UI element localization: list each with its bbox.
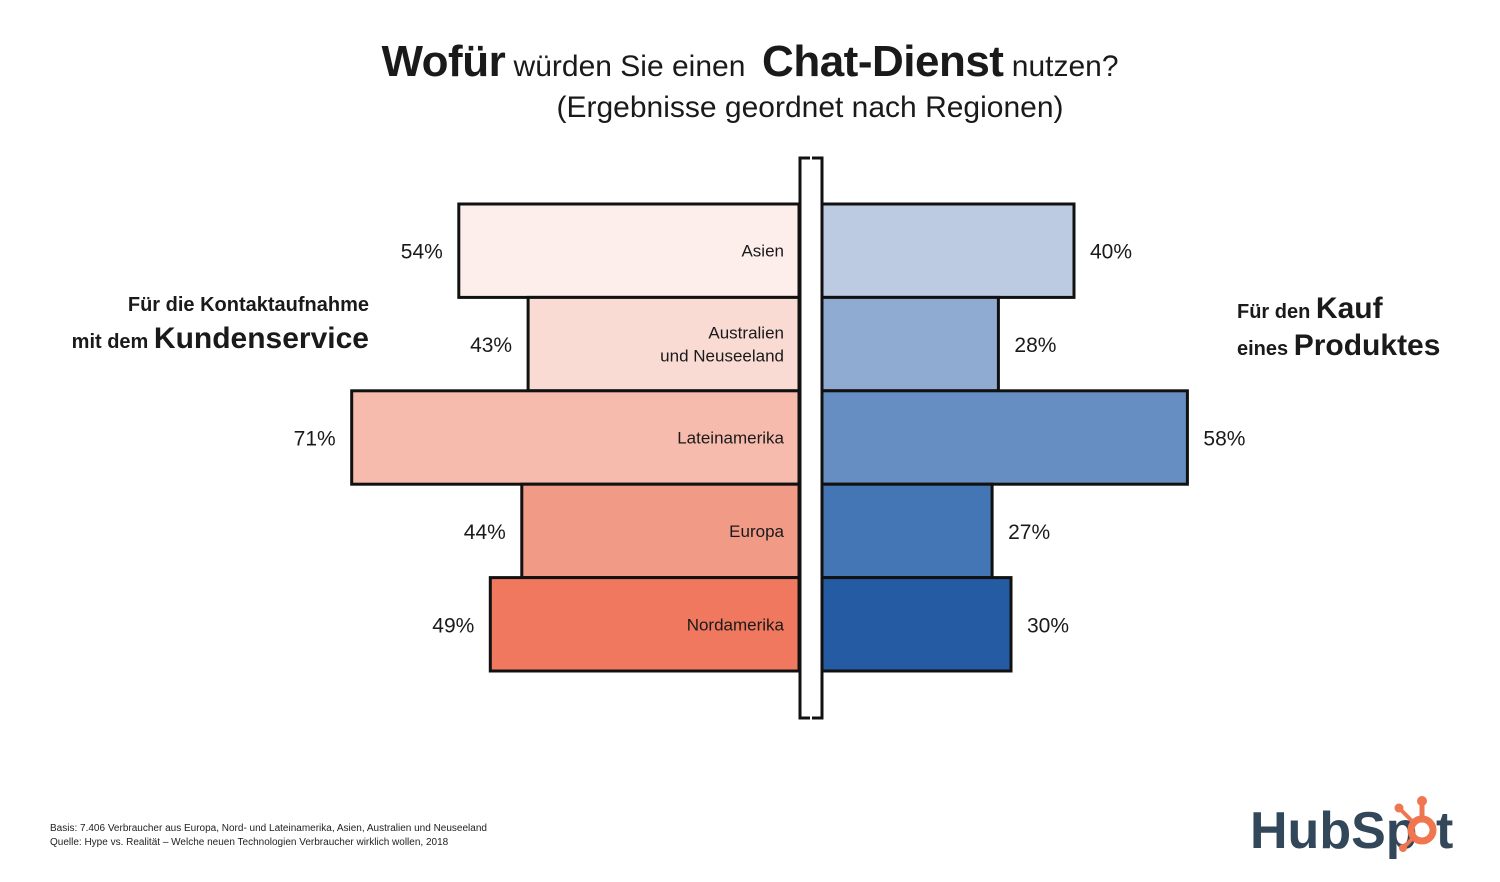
right-bar: [820, 389, 1189, 486]
left-heading-line-1: Für die Kontaktaufnahme: [127, 294, 369, 316]
right-bar: [820, 576, 1013, 673]
right-bar: [820, 295, 1000, 393]
right-value-label: 30%: [1027, 614, 1069, 637]
left-bar: [520, 482, 801, 580]
right-value-label: 28%: [1014, 334, 1056, 357]
sprocket-icon: [1394, 796, 1437, 852]
title-part-3: Chat-Dienst: [762, 37, 1004, 86]
left-value-label: 43%: [470, 334, 512, 357]
category-label: Australien: [708, 324, 784, 343]
left-bar: [350, 389, 801, 486]
right-heading-line-2-big: Produktes: [1293, 329, 1441, 362]
right-heading-line-2-small: eines: [1237, 338, 1289, 360]
right-series-heading: Für den Kauf eines Produktes: [1237, 292, 1440, 366]
right-bracket: [812, 156, 824, 720]
left-bar: [526, 295, 801, 393]
logo-text-part-2: t: [1436, 802, 1453, 860]
left-series-heading: Für die Kontaktaufnahme mit dem Kundense…: [72, 288, 369, 359]
category-label: Nordamerika: [687, 615, 785, 634]
logo-text-part-1: HubSp: [1250, 802, 1418, 860]
right-value-label: 58%: [1203, 428, 1245, 451]
left-value-label: 44%: [464, 521, 506, 544]
left-heading-line-2-small: mit dem: [71, 331, 149, 353]
footnote-basis: Basis: 7.406 Verbraucher aus Europa, Nor…: [50, 823, 487, 834]
title-part-2: würden Sie einen: [513, 50, 746, 83]
left-value-label: 49%: [432, 614, 474, 637]
left-value-label: 54%: [401, 241, 443, 264]
title-part-4: nutzen?: [1011, 50, 1119, 83]
footnote-source: Quelle: Hype vs. Realität – Welche neuen…: [50, 837, 449, 848]
right-bar: [820, 482, 994, 580]
right-bar: [820, 202, 1076, 299]
category-label: Europa: [729, 522, 784, 541]
category-label: Lateinamerika: [677, 429, 784, 448]
hubspot-logo: HubSp t: [1250, 796, 1453, 860]
chart-title: Wofür würden Sie einen Chat-Dienst nutze…: [0, 36, 1500, 93]
left-value-label: 71%: [294, 428, 336, 451]
chart-subtitle: (Ergebnisse geordnet nach Regionen): [556, 91, 1064, 124]
right-value-label: 40%: [1090, 241, 1132, 264]
category-label: und Neuseeland: [660, 347, 784, 366]
category-label: Asien: [741, 242, 784, 261]
right-heading-line-1-small: Für den: [1237, 301, 1311, 323]
right-heading-line-1-big: Kauf: [1315, 292, 1383, 325]
right-value-label: 27%: [1008, 521, 1050, 544]
left-heading-line-2-big: Kundenservice: [153, 322, 369, 355]
title-part-1: Wofür: [381, 37, 506, 86]
left-bar: [488, 576, 801, 673]
left-bar: [457, 202, 801, 299]
left-bracket: [798, 156, 810, 720]
footnote: Basis: 7.406 Verbraucher aus Europa, Nor…: [50, 822, 487, 850]
